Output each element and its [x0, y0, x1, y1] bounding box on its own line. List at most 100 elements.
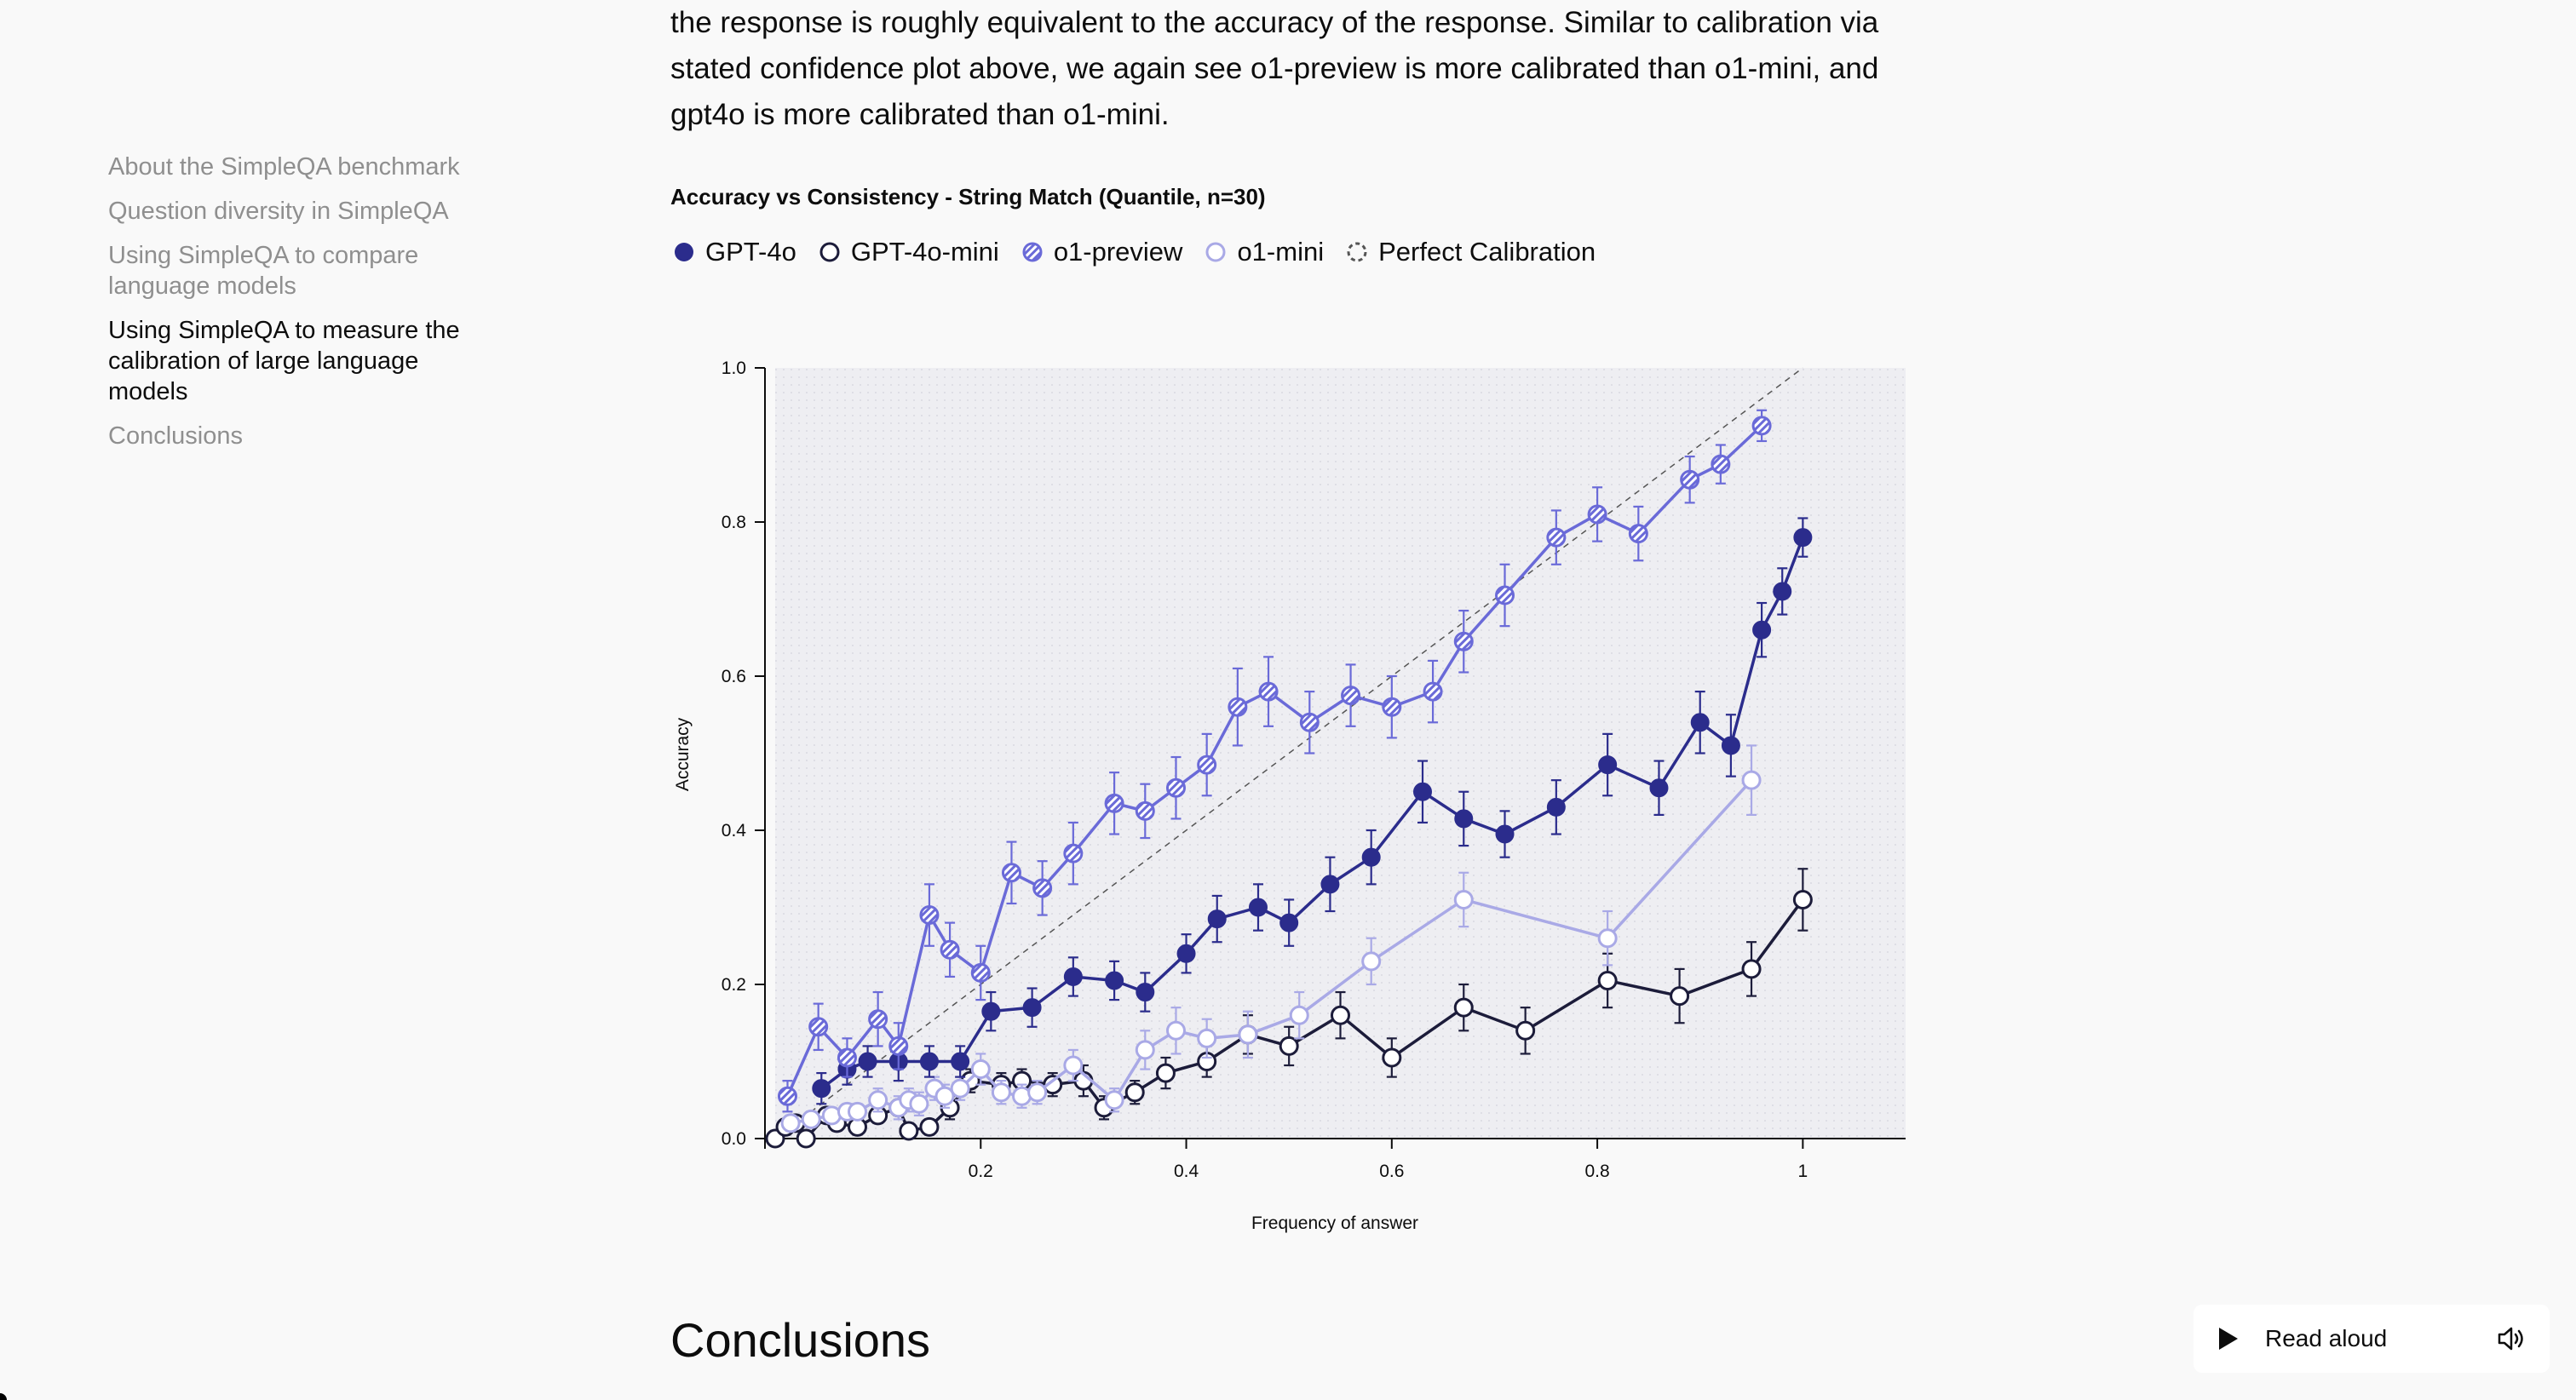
data-point: [1495, 585, 1515, 605]
data-point: [1382, 1047, 1402, 1068]
x-tick-label: 0.2: [969, 1162, 993, 1181]
series-line: [820, 536, 1804, 1090]
legend-label-gpt4o: GPT-4o: [705, 237, 796, 267]
data-point: [1546, 527, 1567, 548]
data-point: [1361, 847, 1381, 867]
data-point: [1423, 681, 1443, 702]
intro-paragraph: the response is roughly equivalent to th…: [670, 6, 1879, 131]
y-tick-label: 0.2: [722, 975, 746, 995]
toc-item-compare-models[interactable]: Using SimpleQA to compare language model…: [108, 242, 419, 300]
data-point: [1135, 800, 1155, 821]
data-point: [1063, 967, 1083, 986]
data-point: [1027, 1082, 1048, 1103]
toc-item-conclusions[interactable]: Conclusions: [108, 422, 243, 450]
data-point: [1752, 620, 1772, 640]
x-tick-label: 0.8: [1584, 1162, 1609, 1181]
data-point: [1032, 878, 1053, 898]
data-point: [1228, 697, 1248, 717]
data-point: [1413, 782, 1433, 801]
x-tick-label: 0.6: [1379, 1162, 1404, 1181]
data-point: [1341, 686, 1361, 706]
data-point: [1258, 681, 1279, 702]
data-point: [796, 1128, 816, 1149]
data-point: [1597, 928, 1618, 949]
data-point: [812, 1079, 831, 1099]
data-point: [981, 1001, 1001, 1021]
toc-item-calibration[interactable]: Using SimpleQA to measure the calibratio…: [108, 317, 460, 405]
data-point: [801, 1109, 821, 1129]
data-point: [1721, 736, 1740, 755]
data-point: [1598, 755, 1618, 775]
data-point: [858, 1052, 877, 1071]
data-point: [1104, 1090, 1124, 1110]
data-point: [1279, 913, 1299, 932]
data-point: [837, 1047, 857, 1068]
data-point: [899, 1121, 919, 1141]
data-point: [1690, 713, 1710, 732]
toc-item-about[interactable]: About the SimpleQA benchmark: [108, 153, 460, 181]
legend-marker-gpt4o-mini: [819, 242, 840, 262]
read-aloud-button[interactable]: Read aloud: [2194, 1305, 2550, 1373]
y-tick-label: 0.6: [722, 667, 746, 686]
legend-item-gpt4o-mini: GPT-4o-mini: [819, 237, 999, 267]
series-gpt4o: [812, 517, 1813, 1105]
data-point: [848, 1101, 868, 1122]
data-point: [1793, 528, 1813, 548]
data-point: [1155, 1063, 1176, 1083]
data-point: [1001, 863, 1021, 883]
data-point: [919, 1116, 940, 1137]
data-point: [919, 905, 940, 926]
legend-marker-o1-mini: [1205, 242, 1226, 262]
data-point: [1711, 454, 1731, 474]
data-point: [1135, 1040, 1155, 1060]
data-point: [1105, 971, 1124, 990]
data-point: [1741, 959, 1762, 979]
data-point: [1453, 997, 1474, 1018]
data-point: [777, 1086, 797, 1106]
table-of-contents: About the SimpleQA benchmark Question di…: [108, 152, 466, 465]
legend-item-gpt4o: GPT-4o: [673, 237, 796, 267]
data-point: [991, 1082, 1011, 1103]
data-point: [888, 1036, 909, 1056]
data-point: [909, 1093, 929, 1114]
data-point: [1136, 983, 1155, 1002]
x-axis-label: Frequency of answer: [1251, 1214, 1418, 1233]
data-point: [970, 962, 991, 983]
data-point: [940, 939, 960, 960]
data-point: [1022, 998, 1042, 1018]
y-tick-label: 0.8: [722, 513, 746, 532]
data-point: [1453, 631, 1474, 651]
data-point: [1453, 889, 1474, 909]
legend-label-perfect-calibration: Perfect Calibration: [1378, 237, 1596, 267]
data-point: [1299, 712, 1320, 732]
speaker-icon[interactable]: [2497, 1326, 2526, 1351]
data-point: [1207, 909, 1227, 929]
data-point: [1454, 809, 1474, 829]
data-point: [950, 1078, 970, 1099]
legend-marker-o1-preview: [1022, 242, 1043, 262]
play-icon: [2219, 1328, 2238, 1350]
x-tick-label: 0.4: [1174, 1162, 1199, 1181]
data-point: [1597, 970, 1618, 990]
data-point: [1165, 777, 1186, 798]
data-point: [934, 1086, 955, 1106]
legend-item-o1-mini: o1-mini: [1205, 237, 1324, 267]
chart-title: Accuracy vs Consistency - String Match (…: [670, 184, 1266, 209]
data-point: [970, 1059, 991, 1080]
data-point: [1197, 1028, 1217, 1048]
data-point: [1361, 951, 1382, 972]
data-point: [1176, 944, 1196, 963]
legend-marker-gpt4o: [675, 243, 693, 261]
y-tick-label: 0.4: [722, 821, 747, 841]
legend-label-o1-mini: o1-mini: [1237, 237, 1325, 267]
data-point: [919, 1052, 939, 1071]
data-point: [1495, 824, 1515, 844]
legend-item-o1-preview: o1-preview: [1021, 237, 1182, 267]
data-point: [1792, 889, 1813, 909]
data-point: [1649, 778, 1669, 798]
data-point: [1382, 697, 1402, 717]
chart-legend: GPT-4o GPT-4o-mini o1-preview o1-mini Pe…: [673, 233, 1596, 271]
toc-item-question-diversity[interactable]: Question diversity in SimpleQA: [108, 198, 449, 225]
data-point: [1320, 875, 1340, 894]
